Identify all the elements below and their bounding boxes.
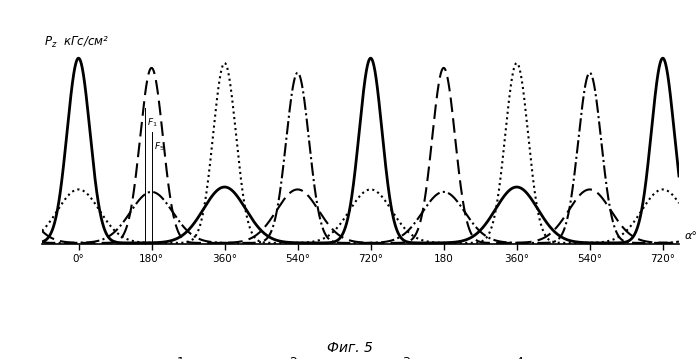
Text: Фиг. 5: Фиг. 5 [327,341,373,355]
Text: $F_1$: $F_1$ [147,116,158,129]
Text: $F_5$: $F_5$ [153,140,164,153]
Text: α°: α° [685,232,698,242]
Legend: 1цилиндр,, 2цилиндр,, 3цилиндр,, 4цилиндр: 1цилиндр,, 2цилиндр,, 3цилиндр,, 4цилинд… [135,351,586,359]
Text: $P_z$  кГс/см²: $P_z$ кГс/см² [44,35,109,50]
